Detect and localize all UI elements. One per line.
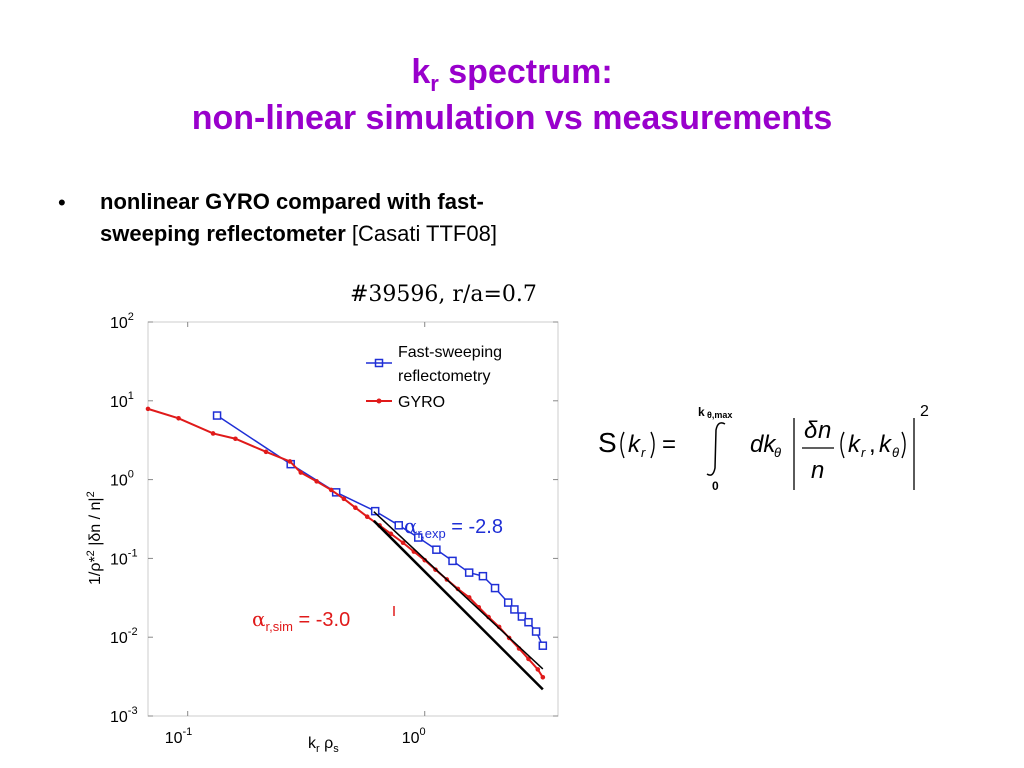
slide-title-line1: kr spectrum: [411,53,613,96]
fit-layer [372,511,544,691]
svg-text:k: k [628,431,642,458]
gyro-point [314,479,319,484]
gyro-point [287,459,293,464]
bullet-bold-text: nonlinear GYRO compared with fast-sweepi… [100,189,484,246]
svg-text:n: n [818,417,831,444]
legend: Fast-sweeping reflectometry GYRO [366,344,502,411]
gyro-point [341,496,347,502]
svg-text:k: k [848,431,862,458]
svg-text:k: k [698,405,705,419]
gyro-point [210,431,216,436]
reflectometry-point [464,568,474,577]
svg-text:θ: θ [892,445,899,460]
y-tick-label: 101 [110,390,134,411]
y-tick-label: 10-3 [110,705,138,726]
spectrum-formula: S k r = k θ,max 0 dk θ δ n n k r , k θ 2 [598,403,929,493]
svg-text:2: 2 [920,403,929,420]
y-tick-label: 100 [110,469,134,490]
reflectometry-point [478,571,488,581]
power-law-fit-line [373,511,544,670]
svg-text:S: S [598,427,617,458]
plot-title: #39596, r/a=0.7 [350,282,537,307]
gyro-point [526,656,531,662]
bullet-icon: • [58,190,66,215]
svg-text:θ: θ [774,445,781,460]
legend-label-reflectometry-2: reflectometry [398,368,490,385]
reflectometry-point [538,641,548,650]
svg-text:=: = [662,431,676,458]
y-tick-label: 10-1 [110,547,138,568]
x-axis-label: kr ρs [308,735,339,755]
reflectometry-point [524,617,533,627]
reflectometry-point [531,627,541,636]
svg-text:r: r [861,445,866,460]
gyro-point [535,667,541,672]
svg-text:0: 0 [712,479,719,493]
gyro-point [540,674,546,680]
legend-marker-reflectometry [374,358,384,368]
y-tick-label: 102 [110,311,134,332]
reflectometry-point [517,612,527,621]
gyro-point [233,436,238,442]
series-layer [145,406,548,680]
reflectometry-point [394,521,404,530]
plot-frame [147,321,559,717]
gyro-point [400,540,406,546]
svg-text:r: r [641,445,646,460]
svg-text:,: , [869,431,876,458]
bullet-citation: [Casati TTF08] [345,221,497,246]
svg-text:k: k [879,431,893,458]
legend-label-gyro: GYRO [398,394,445,411]
reflectometry-point [212,411,222,420]
reflectometry-point [413,533,423,542]
gyro-point [353,505,358,510]
bullet-text: nonlinear GYRO compared with fast-sweepi… [100,186,500,250]
reflectometry-point [448,556,457,566]
reflectometry-point [432,545,441,554]
y-axis-label: 1/ρ*2 |δn / n|2 [85,491,104,585]
gyro-point [422,557,428,563]
power-law-fit-line [372,519,544,691]
reflectometry-point [490,583,500,593]
x-tick-label: 10-1 [165,726,193,747]
gyro-point [298,470,304,475]
gyro-point [145,406,151,412]
y-tick-label: 10-2 [110,626,138,647]
svg-text:θ,max: θ,max [707,410,732,420]
alpha-sim-label: αr,sim = -3.0 [252,607,350,634]
x-tick-label: 100 [402,726,426,747]
gyro-point [364,514,370,520]
reflectometry-point [370,506,380,516]
tick-marks [148,321,558,717]
alpha-exp-label: αr,exp = -2.8 [404,514,503,541]
svg-text:dk: dk [750,431,777,458]
gyro-point [263,449,269,455]
slide-title-line2: non-linear simulation vs measurements [191,99,833,137]
legend-marker-gyro [376,398,382,404]
legend-label-reflectometry-1: Fast-sweeping [398,344,502,361]
series-line [147,407,544,678]
gyro-point [328,487,334,493]
svg-text:δ: δ [804,417,818,444]
y-tick-labels: 102 101 100 10-1 10-2 10-3 [110,311,138,726]
reflectometry-point [503,598,513,607]
gyro-point [176,415,181,421]
reflectometry-point [510,605,519,614]
svg-text:n: n [811,457,824,484]
x-tick-labels: 10-1 100 [165,726,426,747]
